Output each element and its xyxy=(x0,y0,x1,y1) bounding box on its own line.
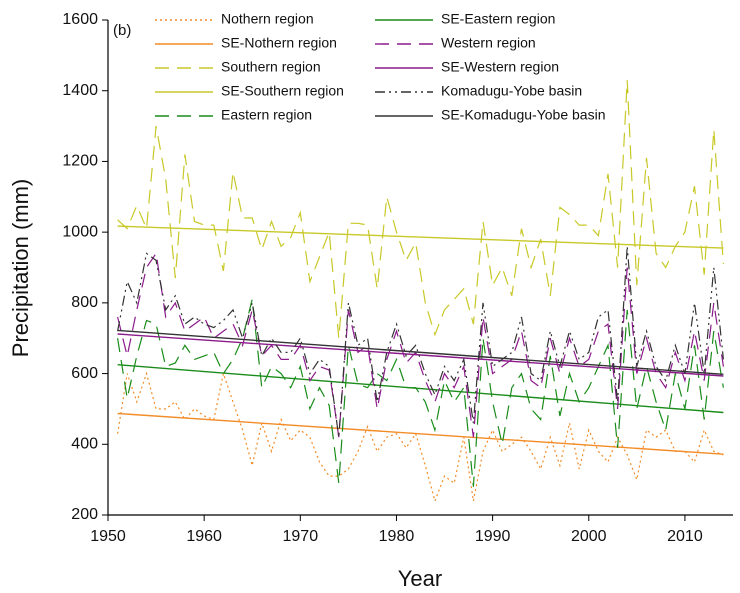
legend-label: SE-Nothern region xyxy=(221,35,337,51)
series-line xyxy=(117,251,724,438)
x-tick-label: 2000 xyxy=(571,528,607,545)
y-tick-label: 600 xyxy=(71,365,98,382)
legend-label: Komadugu-Yobe basin xyxy=(441,83,582,99)
series-line xyxy=(117,299,724,487)
legend-label: SE-Southern region xyxy=(221,83,344,99)
legend-label: Western region xyxy=(441,35,536,51)
series-line xyxy=(117,371,724,503)
x-tick-label: 2010 xyxy=(667,528,703,545)
series-line xyxy=(117,329,724,375)
y-tick-label: 1600 xyxy=(62,11,98,28)
legend-label: Eastern region xyxy=(221,107,312,123)
y-tick-label: 400 xyxy=(71,436,98,453)
legend-label: SE-Eastern region xyxy=(441,11,555,27)
series-line xyxy=(117,80,724,339)
y-tick-label: 200 xyxy=(71,506,98,523)
x-tick-label: 1970 xyxy=(283,528,319,545)
x-tick-label: 1960 xyxy=(186,528,222,545)
x-axis-label: Year xyxy=(398,566,442,591)
x-tick-label: 1990 xyxy=(475,528,511,545)
x-tick-label: 1980 xyxy=(379,528,415,545)
legend-label: Nothern region xyxy=(221,11,314,27)
legend-label: SE-Komadugu-Yobe basin xyxy=(441,107,606,123)
series-line xyxy=(117,412,724,455)
y-tick-label: 1400 xyxy=(62,82,98,99)
y-axis-label: Precipitation (mm) xyxy=(8,179,33,357)
legend-label: SE-Western region xyxy=(441,59,559,75)
x-tick-label: 1950 xyxy=(90,528,126,545)
y-tick-label: 1200 xyxy=(62,153,98,170)
legend-label: Southern region xyxy=(221,59,321,75)
panel-label: (b) xyxy=(113,22,131,39)
y-tick-label: 1000 xyxy=(62,223,98,240)
y-tick-label: 800 xyxy=(71,294,98,311)
series-line xyxy=(117,364,724,414)
series-line xyxy=(117,225,724,249)
series-line xyxy=(117,333,724,377)
